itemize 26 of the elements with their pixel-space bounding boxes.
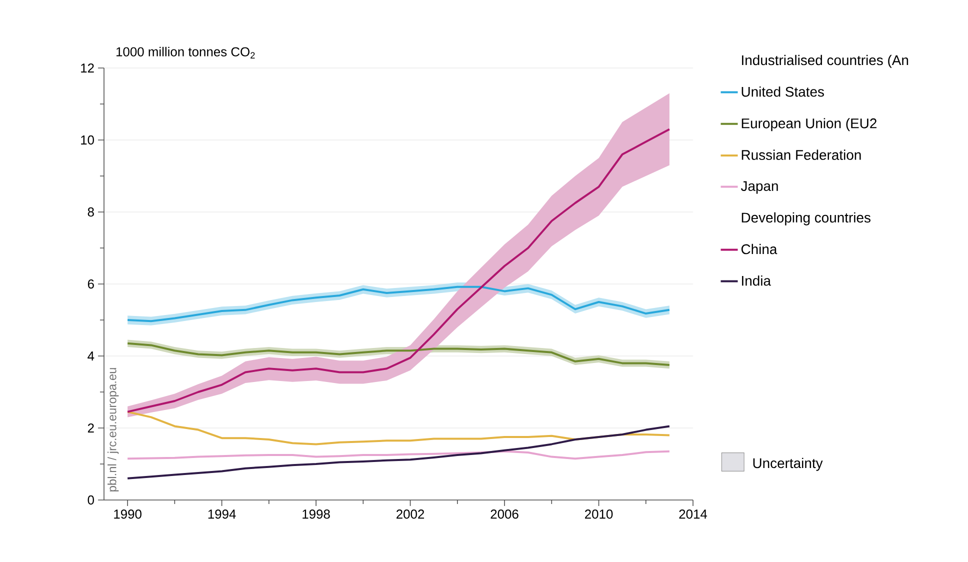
x-tick-label: 1990 (114, 510, 142, 519)
line-series (126, 425, 670, 480)
y-tick-label: 12 (81, 63, 94, 73)
legend-label: India (742, 275, 771, 286)
legend-label: United States (742, 86, 824, 97)
x-tick-label: 2014 (679, 510, 708, 519)
legend-label: Japan (740, 181, 778, 194)
legend-title: Industrialised countries (An (742, 54, 908, 68)
x-tick-label: 1994 (208, 510, 236, 519)
y-tick-label: 4 (88, 352, 94, 360)
y-axis-title: 1000 million tonnes CO$_{2}$ (116, 46, 255, 58)
x-tick-label: 2002 (396, 510, 424, 519)
annotation: pbl.nl / jrc.eu.europa.eu (108, 368, 119, 492)
y-tick-label: 8 (88, 207, 94, 217)
x-tick-label: 1998 (302, 510, 330, 519)
legend-label: China (741, 244, 778, 254)
y-tick-label: 0 (88, 495, 94, 505)
y-tick-label: 2 (88, 423, 94, 433)
x-tick-label: 2006 (490, 510, 518, 519)
legend-label: European Union (EU2 (742, 118, 876, 132)
x-tick-label: 2010 (585, 510, 613, 519)
text: Developing countries (742, 212, 870, 226)
text: Uncertainty (753, 458, 823, 471)
legend-label: Russian Federation (742, 150, 861, 160)
y-tick-label: 10 (81, 135, 94, 145)
y-tick-label: 6 (88, 279, 94, 289)
